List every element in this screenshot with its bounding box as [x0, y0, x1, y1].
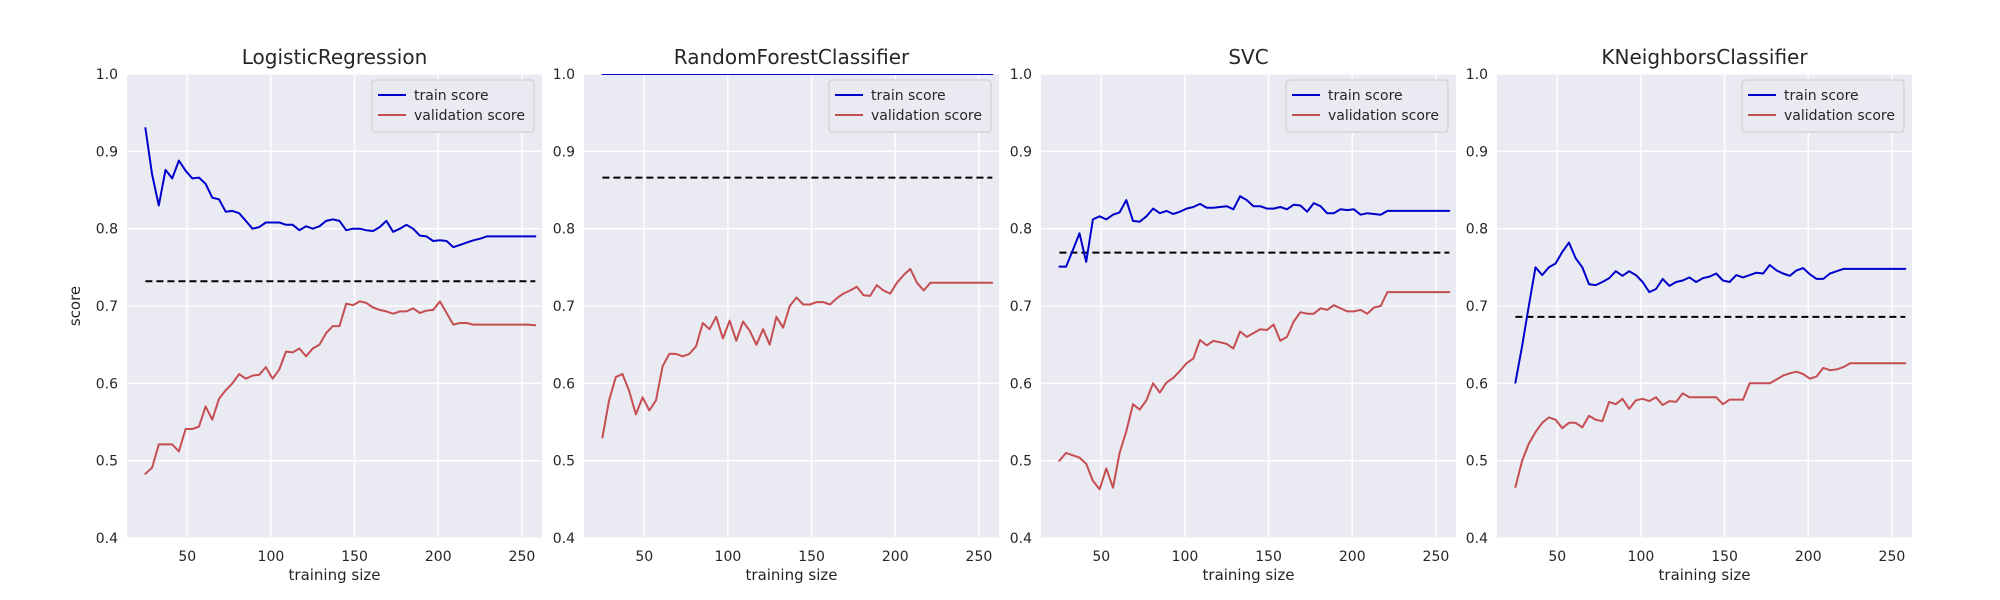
y-tick-label: 0.7 — [1466, 299, 1488, 315]
y-tick-label: 0.7 — [553, 299, 575, 315]
x-tick-label: 150 — [798, 549, 825, 565]
series-line-train-score — [1058, 195, 1451, 268]
y-tick-label: 0.9 — [553, 144, 575, 160]
y-tick-label: 0.5 — [1010, 454, 1032, 470]
x-tick-label: 200 — [1339, 549, 1366, 565]
y-tick-label: 0.6 — [1010, 376, 1032, 392]
x-axis-label: training size — [289, 566, 381, 584]
y-tick-label: 0.4 — [553, 531, 575, 547]
x-tick-label: 50 — [635, 549, 653, 565]
y-tick-label: 0.6 — [1466, 376, 1488, 392]
plot-lines — [601, 74, 994, 439]
x-tick-label: 100 — [1628, 549, 1655, 565]
x-tick-label: 200 — [1795, 549, 1822, 565]
y-tick-label: 0.4 — [96, 531, 118, 547]
plot-lines — [1514, 241, 1907, 488]
y-tick-label: 0.8 — [553, 222, 575, 238]
x-tick-label: 100 — [258, 549, 285, 565]
chart-title: SVC — [1228, 45, 1268, 69]
chart-panel-2: 0.4 0.5 0.6 0.7 0.8 0.9 1.0 50 100 150 200 250 SVC tr… — [1010, 45, 1456, 584]
x-tick-label: 150 — [341, 549, 368, 565]
y-tick-label: 0.6 — [553, 376, 575, 392]
legend-label: train score — [1328, 88, 1403, 104]
x-tick-label: 100 — [715, 549, 742, 565]
y-tick-label: 1.0 — [1466, 67, 1488, 83]
series-line-validation-score — [1058, 291, 1451, 491]
legend: train score validation score — [1741, 79, 1905, 133]
x-tick-label: 100 — [1172, 549, 1199, 565]
legend: train score validation score — [371, 79, 535, 133]
x-tick-label: 200 — [425, 549, 452, 565]
y-tick-label: 1.0 — [96, 67, 118, 83]
legend-frame — [828, 79, 992, 133]
legend-label: validation score — [871, 108, 982, 124]
legend-frame — [1741, 79, 1905, 133]
chart-panel-1: 0.4 0.5 0.6 0.7 0.8 0.9 1.0 50 100 150 200 250 Rando… — [553, 45, 999, 584]
legend-label: train score — [1784, 88, 1859, 104]
plot-lines — [144, 127, 537, 475]
y-tick-label: 0.5 — [553, 454, 575, 470]
x-tick-label: 250 — [1879, 549, 1906, 565]
x-tick-label: 150 — [1255, 549, 1282, 565]
y-tick-label: 0.9 — [1466, 144, 1488, 160]
y-tick-label: 0.6 — [96, 376, 118, 392]
x-tick-label: 200 — [882, 549, 909, 565]
y-tick-label: 0.8 — [1010, 222, 1032, 238]
x-tick-label: 250 — [509, 549, 536, 565]
series-line-train-score — [144, 127, 537, 249]
series-line-validation-score — [144, 300, 537, 475]
chart-title: KNeighborsClassifier — [1601, 45, 1808, 69]
y-tick-label: 0.5 — [1466, 454, 1488, 470]
x-tick-label: 250 — [966, 549, 993, 565]
y-axis-label: score — [66, 286, 84, 326]
y-tick-label: 0.7 — [96, 299, 118, 315]
legend: train score validation score — [828, 79, 992, 133]
x-axis-label: training size — [746, 566, 838, 584]
legend-label: train score — [414, 88, 489, 104]
y-tick-label: 0.4 — [1010, 531, 1032, 547]
x-tick-label: 50 — [178, 549, 196, 565]
x-axis-label: training size — [1659, 566, 1751, 584]
y-tick-label: 0.8 — [1466, 222, 1488, 238]
y-tick-label: 0.8 — [96, 222, 118, 238]
x-tick-label: 50 — [1548, 549, 1566, 565]
plot-lines — [1058, 195, 1451, 491]
legend: train score validation score — [1285, 79, 1449, 133]
y-tick-label: 1.0 — [1010, 67, 1032, 83]
chart-title: LogisticRegression — [242, 45, 428, 69]
legend-label: validation score — [1328, 108, 1439, 124]
legend-frame — [1285, 79, 1449, 133]
legend-label: train score — [871, 88, 946, 104]
y-tick-label: 0.5 — [96, 454, 118, 470]
series-line-validation-score — [1514, 362, 1907, 488]
legend-label: validation score — [414, 108, 525, 124]
series-line-validation-score — [601, 267, 994, 439]
y-tick-label: 0.4 — [1466, 531, 1488, 547]
chart-title: RandomForestClassifier — [674, 45, 910, 69]
chart-panel-3: 0.4 0.5 0.6 0.7 0.8 0.9 1.0 50 100 150 200 250 KNeig… — [1466, 45, 1912, 584]
y-tick-label: 0.9 — [96, 144, 118, 160]
y-tick-label: 0.7 — [1010, 299, 1032, 315]
chart-panel-0: 0.4 0.5 0.6 0.7 0.8 0.9 1.0 50 100 150 200 250 Logis… — [66, 45, 542, 584]
y-tick-label: 0.9 — [1010, 144, 1032, 160]
x-tick-label: 150 — [1711, 549, 1738, 565]
y-tick-label: 1.0 — [553, 67, 575, 83]
x-tick-label: 250 — [1423, 549, 1450, 565]
legend-label: validation score — [1784, 108, 1895, 124]
legend-frame — [371, 79, 535, 133]
x-tick-label: 50 — [1092, 549, 1110, 565]
series-line-train-score — [1514, 241, 1907, 384]
x-axis-label: training size — [1203, 566, 1295, 584]
